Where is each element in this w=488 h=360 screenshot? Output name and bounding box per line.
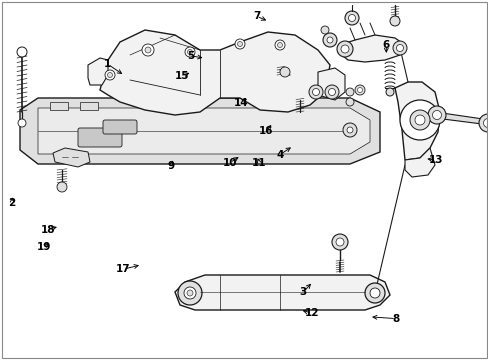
Circle shape	[320, 26, 328, 34]
Polygon shape	[53, 148, 90, 167]
Circle shape	[336, 41, 352, 57]
Circle shape	[346, 98, 353, 106]
Circle shape	[312, 89, 319, 95]
Circle shape	[105, 70, 115, 80]
Polygon shape	[175, 275, 389, 310]
Circle shape	[427, 106, 445, 124]
Text: 12: 12	[304, 308, 319, 318]
Polygon shape	[38, 108, 369, 154]
Circle shape	[414, 115, 424, 125]
Circle shape	[145, 47, 151, 53]
Circle shape	[431, 111, 441, 120]
Circle shape	[385, 88, 393, 96]
Circle shape	[399, 100, 439, 140]
Circle shape	[183, 287, 196, 299]
Circle shape	[392, 41, 406, 55]
Text: 3: 3	[299, 287, 306, 297]
Circle shape	[325, 85, 338, 99]
Circle shape	[483, 118, 488, 127]
Circle shape	[187, 49, 192, 54]
Circle shape	[389, 16, 399, 26]
Circle shape	[340, 45, 348, 53]
FancyBboxPatch shape	[78, 128, 122, 147]
Text: 13: 13	[428, 155, 443, 165]
Polygon shape	[80, 102, 98, 110]
Circle shape	[186, 290, 193, 296]
Circle shape	[348, 14, 355, 22]
Text: 14: 14	[233, 98, 248, 108]
Text: 17: 17	[116, 264, 130, 274]
Polygon shape	[394, 82, 439, 160]
Text: 11: 11	[251, 158, 266, 168]
Circle shape	[280, 67, 289, 77]
Polygon shape	[50, 102, 68, 110]
Polygon shape	[20, 98, 379, 164]
Text: 16: 16	[259, 126, 273, 136]
Circle shape	[409, 110, 429, 130]
Circle shape	[345, 11, 358, 25]
Circle shape	[142, 44, 154, 56]
Polygon shape	[88, 58, 108, 85]
Circle shape	[178, 281, 202, 305]
Circle shape	[478, 114, 488, 132]
Text: 9: 9	[167, 161, 174, 171]
Circle shape	[308, 85, 323, 99]
Text: 15: 15	[175, 71, 189, 81]
Text: 4: 4	[275, 150, 283, 160]
Text: 6: 6	[382, 40, 389, 50]
Circle shape	[335, 238, 343, 246]
Circle shape	[396, 45, 403, 51]
Circle shape	[57, 182, 67, 192]
Circle shape	[346, 127, 352, 133]
Circle shape	[184, 47, 195, 57]
Text: 5: 5	[187, 51, 194, 61]
Circle shape	[277, 42, 282, 48]
Circle shape	[328, 89, 335, 95]
Circle shape	[323, 33, 336, 47]
Circle shape	[274, 40, 285, 50]
Circle shape	[107, 72, 112, 77]
Polygon shape	[434, 112, 488, 125]
Polygon shape	[317, 68, 345, 100]
Circle shape	[17, 47, 27, 57]
Circle shape	[18, 119, 26, 127]
Text: 18: 18	[41, 225, 55, 235]
FancyBboxPatch shape	[103, 120, 137, 134]
Circle shape	[364, 283, 384, 303]
Text: 2: 2	[9, 198, 16, 208]
Circle shape	[346, 88, 353, 96]
Polygon shape	[404, 148, 434, 177]
Circle shape	[357, 87, 362, 93]
Polygon shape	[100, 30, 329, 115]
Circle shape	[369, 288, 379, 298]
Circle shape	[237, 41, 242, 46]
Circle shape	[235, 39, 244, 49]
Circle shape	[326, 37, 332, 43]
Text: 19: 19	[37, 242, 51, 252]
Text: 8: 8	[392, 314, 399, 324]
Text: 10: 10	[222, 158, 237, 168]
Text: 7: 7	[252, 11, 260, 21]
Text: 1: 1	[104, 59, 111, 69]
Polygon shape	[337, 35, 404, 62]
Circle shape	[342, 123, 356, 137]
Circle shape	[354, 85, 364, 95]
Circle shape	[331, 234, 347, 250]
